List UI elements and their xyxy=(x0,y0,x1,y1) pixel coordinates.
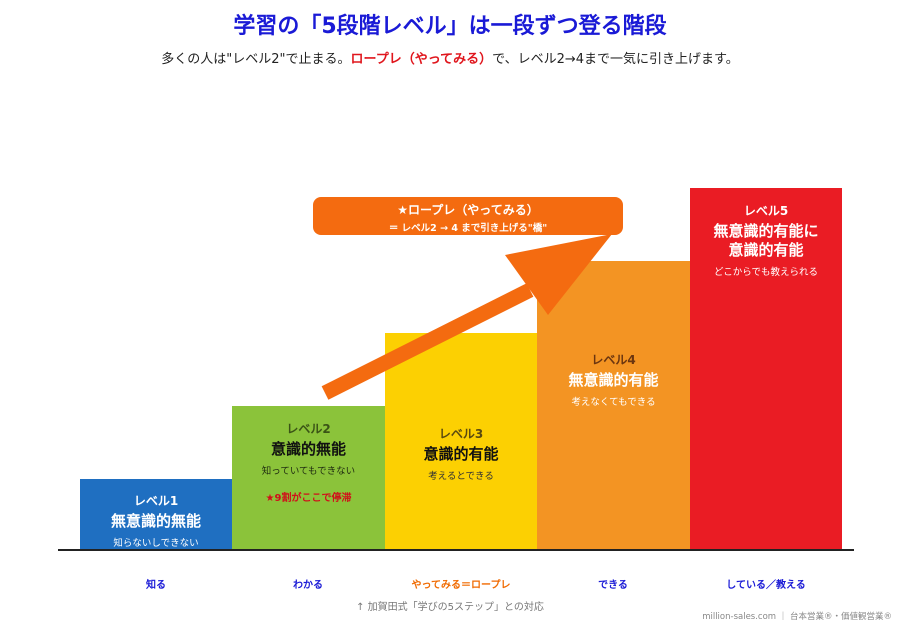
x-label-3: やってみる＝ロープレ xyxy=(411,580,511,591)
x-label-2: わかる xyxy=(293,580,323,591)
banner-title: ★ロープレ（やってみる） xyxy=(397,203,539,217)
step-1-level: レベル1 xyxy=(133,494,179,508)
step-2-level: レベル2 xyxy=(286,422,331,436)
step-5-level: レベル5 xyxy=(743,204,789,218)
roleplay-banner: ★ロープレ（やってみる） ＝ レベル2 → 4 まで引き上げる"橋" xyxy=(313,197,623,235)
footnote: ↑ 加賀田式「学びの5ステップ」との対応 xyxy=(356,602,544,613)
page-subtitle: 多くの人は"レベル2"で止まる。ロープレ（やってみる）で、レベル2→4まで一気に… xyxy=(0,48,900,67)
step-5-desc: どこからでも教えられる xyxy=(714,267,818,278)
step-4-desc: 考えなくてもできる xyxy=(571,397,656,408)
step-1-desc: 知らないしできない xyxy=(113,538,199,549)
step-3-level: レベル3 xyxy=(438,427,484,441)
subtitle-after: で、レベル2→4まで一気に引き上げます。 xyxy=(492,52,739,67)
step-5-name-line2: 意識的有能 xyxy=(728,241,804,259)
baseline xyxy=(58,549,854,551)
step-2-name: 意識的無能 xyxy=(270,440,346,458)
step-3-name: 意識的有能 xyxy=(423,445,499,463)
step-2-note: ★9割がここで停滞 xyxy=(265,493,352,504)
subtitle-before: 多くの人は"レベル2"で止まる。 xyxy=(161,52,351,67)
step-level-1: レベル1 無意識的無能 知らないしできない xyxy=(80,479,232,550)
step-2-desc: 知っていてもできない xyxy=(261,466,356,477)
step-4-name: 無意識的有能 xyxy=(568,371,659,389)
banner-subtitle: ＝ レベル2 → 4 まで引き上げる"橋" xyxy=(388,223,548,234)
step-4-level: レベル4 xyxy=(591,353,636,367)
credit: million-sales.com ｜ 台本営業®・価値観営業® xyxy=(702,612,892,622)
step-3-desc: 考えるとできる xyxy=(428,471,494,482)
x-label-4: できる xyxy=(598,580,628,591)
page-title: 学習の「5段階レベル」は一段ずつ登る階段 xyxy=(233,14,667,39)
step-level-4: レベル4 無意識的有能 考えなくてもできる xyxy=(537,261,690,550)
step-level-2: レベル2 意識的無能 知っていてもできない ★9割がここで停滞 xyxy=(232,406,385,550)
x-label-1: 知る xyxy=(146,580,166,591)
subtitle-highlight: ロープレ（やってみる） xyxy=(350,52,493,67)
x-label-5: している／教える xyxy=(726,580,806,591)
step-level-3: レベル3 意識的有能 考えるとできる xyxy=(385,333,537,550)
step-level-5: レベル5 無意識的有能に 意識的有能 どこからでも教えられる xyxy=(690,188,842,550)
step-5-name-line1: 無意識的有能に xyxy=(713,222,819,240)
step-1-name: 無意識的無能 xyxy=(110,512,201,530)
